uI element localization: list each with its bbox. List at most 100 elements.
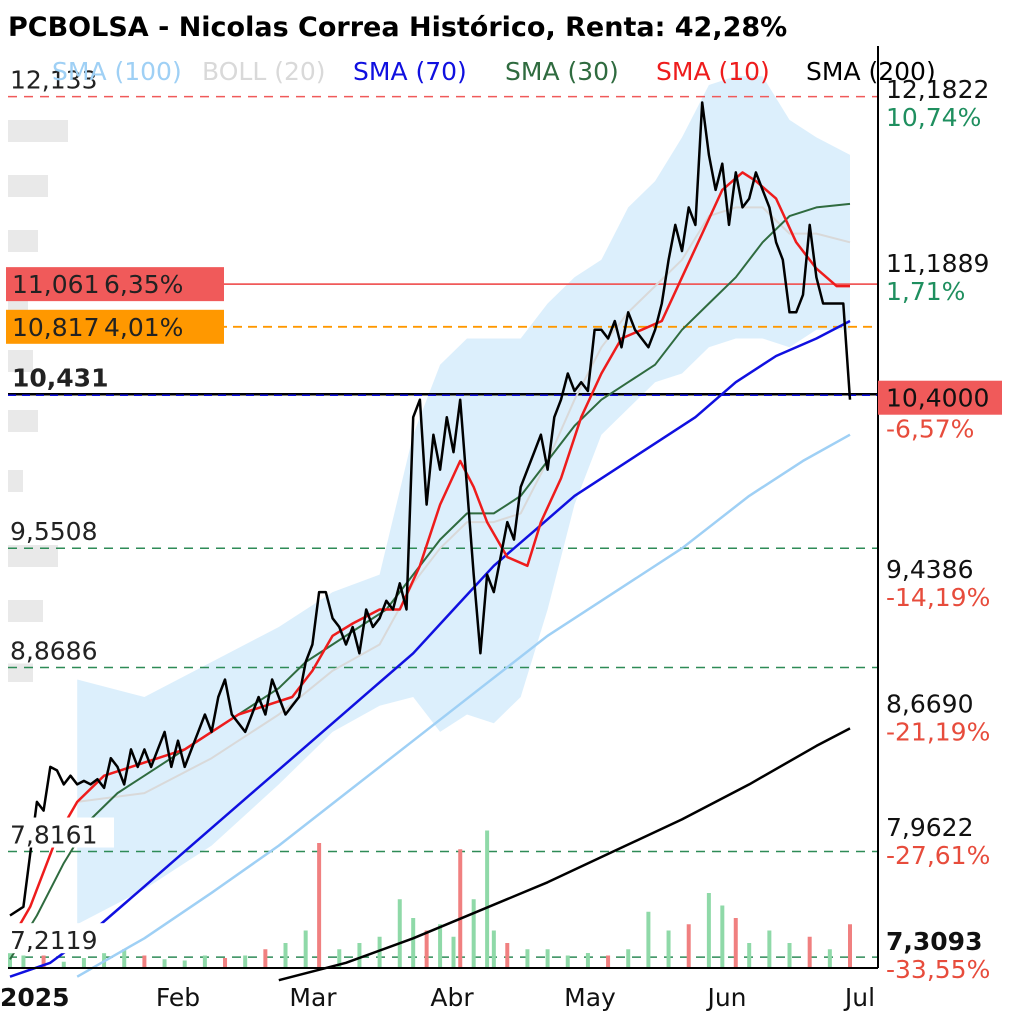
badge-percent: 4,01% [104,313,183,342]
legend-entry: SMA (70) [353,57,467,86]
left-level-label: 12,133 [10,66,97,95]
volume-bar [585,953,590,968]
right-axis-value: 12,1822 [886,75,989,104]
volume-bar [525,949,530,968]
right-axis-percent: -21,19% [886,717,990,746]
volume-bar [848,924,852,968]
volume-bar [747,943,752,968]
badge-value: 10,817 [12,313,99,342]
volume-profile-bar [8,470,23,492]
axes-layer: 2025 Feb Mar Abr May Jun Jul [0,46,879,1012]
volume-profile-bar [8,545,58,567]
legend: SMA (100) BOLL (20) SMA (70) SMA (30) SMA (1… [52,57,936,86]
volume-bar [438,924,443,968]
current-price-percent: -6,57% [886,415,974,444]
sma70-line [9,319,851,978]
x-tick-label: Abr [430,983,474,1012]
support-label: 10,431 [12,363,108,392]
level-label-bg [6,817,114,848]
volume-bar [827,949,832,968]
volume-profile-bar [8,660,33,682]
volume-bar [243,955,248,968]
volume-bar [21,955,26,968]
badge-percent: 6,35% [104,270,183,299]
x-tick-label: Feb [156,983,200,1012]
sma30-line [9,202,851,960]
right-axis-value: 8,6690 [886,689,973,718]
volume-bar [61,961,66,968]
volume-bar [686,924,691,968]
left-level-label: 9,5508 [10,517,97,546]
legend-entry: SMA (200) [806,57,936,86]
volume-bar [720,905,725,968]
bollinger-band [77,76,850,925]
left-level-label: 7,2119 [10,926,97,955]
right-axis-percent: -14,19% [886,583,990,612]
x-tick-label: 2025 [0,983,70,1012]
legend-entry: BOLL (20) [202,57,326,86]
volume-profile-bar [8,600,43,622]
right-axis-value: 9,4386 [886,555,973,584]
volume-bar [81,958,86,968]
volume-profile-bar [8,175,48,197]
x-tick-label: May [564,983,616,1012]
volume-bar [491,930,496,968]
price-line [9,101,852,917]
volume-bar [142,955,147,968]
volume-bar [223,958,228,968]
volume-bar [337,949,342,968]
x-tick-label: Mar [289,983,337,1012]
sma100-line [76,433,851,978]
labels-layer: 12,133 9,5508 8,8686 7,8161 7,2119 10,431 11,0… [6,62,1002,984]
right-axis-percent: 1,71% [886,277,965,306]
volume-bar [787,943,792,968]
chart-title: PCBOLSA - Nicolas Correa Histórico, Rent… [8,12,787,43]
volume-bar [733,918,738,968]
level-label-bg [6,633,114,664]
volume-profile-bar [8,120,68,142]
volume-bar [626,949,631,968]
volume-bar [377,936,382,968]
volume-bar [666,930,671,968]
volume-bar [303,930,308,968]
volume-bar [317,843,322,968]
volume-bar [122,949,127,968]
volume-bar [397,899,402,968]
legend-entry: SMA (30) [505,57,619,86]
sma200-line [278,727,851,982]
volume-bar [471,899,476,968]
x-tick-label: Jul [843,983,875,1012]
volume-bar [182,960,187,968]
volume-bar [485,830,490,968]
volume-bar [424,930,429,968]
volume-bar [545,949,550,968]
level-label-bg [6,62,114,93]
volume-bar [41,955,46,968]
left-level-label: 8,8686 [10,636,97,665]
price-badge [6,267,224,302]
volume-bar [283,943,288,968]
right-axis-value: 11,1889 [886,249,989,278]
volume-profile-bar [8,410,38,432]
volume-bar [202,955,207,968]
current-price-value: 10,4000 [886,384,989,413]
volume-bar [606,955,611,968]
volume-bar [411,918,416,968]
right-axis-value: 7,3093 [886,927,982,956]
volume-profile-bar [8,350,33,372]
right-axis-value: 7,9622 [886,813,973,842]
price-badge [6,309,224,344]
volume-bar [458,849,463,968]
level-label-bg [6,514,114,545]
volume-bar [565,955,570,968]
legend-entry: SMA (100) [52,57,182,86]
left-level-label: 7,8161 [10,821,97,850]
right-axis-percent: 10,74% [886,103,981,132]
badge-value: 11,061 [12,270,99,299]
volume-bar [646,911,651,968]
volume-bar [505,943,510,968]
level-label-bg [6,923,114,954]
volume-bar [162,959,167,968]
volume-bar [767,930,772,968]
